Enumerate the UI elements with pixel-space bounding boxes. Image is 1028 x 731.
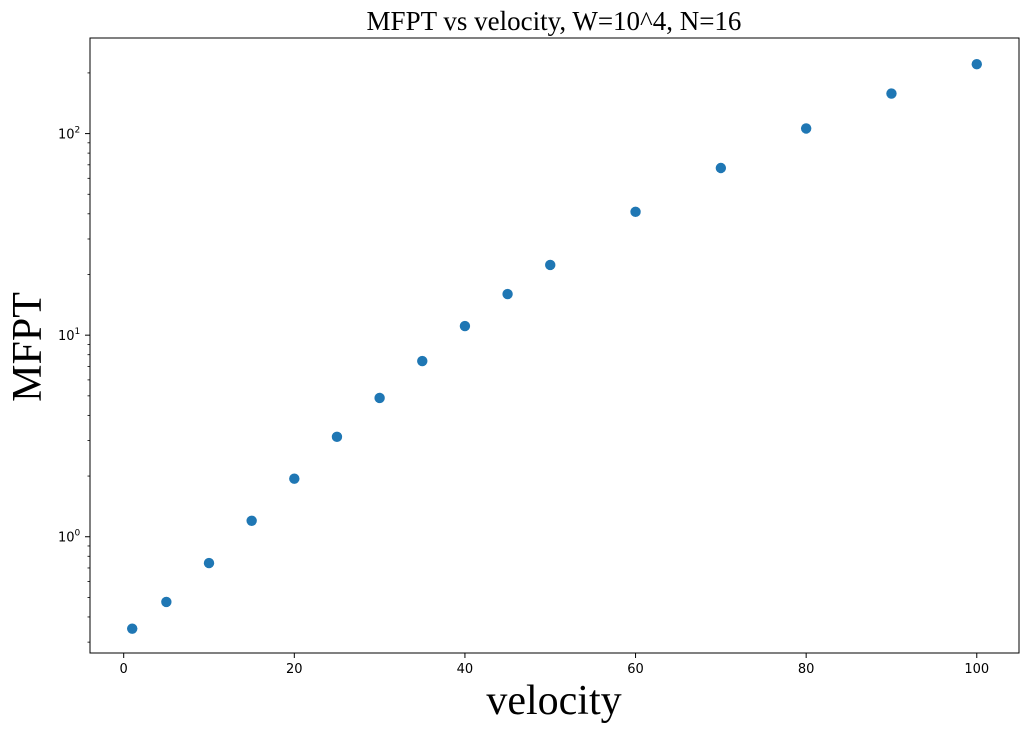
data-point <box>127 623 138 634</box>
x-tick-label: 80 <box>798 662 815 677</box>
x-axis-label: velocity <box>486 678 621 724</box>
data-point <box>502 288 513 300</box>
x-tick-label: 60 <box>627 662 644 677</box>
chart-title: MFPT vs velocity, W=10^4, N=16 <box>367 6 742 36</box>
x-tick-label: 0 <box>120 662 128 677</box>
y-tick-base: 10 <box>58 329 75 344</box>
data-point <box>331 431 343 443</box>
data-point <box>630 206 641 218</box>
data-point <box>715 162 727 174</box>
x-tick-label: 40 <box>457 662 474 677</box>
x-axis: 0 20 40 60 80 100 <box>120 653 989 677</box>
y-tick-exponent: 1 <box>75 327 81 337</box>
data-point <box>545 259 556 271</box>
data-point <box>800 123 812 134</box>
y-axis-label: MFPT <box>5 292 51 402</box>
y-tick-label: 101 <box>58 327 80 344</box>
x-tick-label: 100 <box>964 662 989 677</box>
data-point <box>886 88 897 99</box>
data-point <box>459 320 471 332</box>
data-points <box>127 58 982 634</box>
data-point <box>971 58 982 70</box>
data-point <box>161 596 172 608</box>
y-tick-exponent: 2 <box>75 126 81 136</box>
x-tick-label: 20 <box>286 662 303 677</box>
data-point <box>203 557 215 569</box>
data-point <box>289 473 300 484</box>
y-tick-label: 100 <box>58 529 81 546</box>
data-point <box>417 355 428 367</box>
data-point <box>374 392 385 404</box>
plot-frame <box>89 37 1020 654</box>
y-tick-label: 102 <box>58 126 80 143</box>
y-tick-base: 10 <box>58 128 75 143</box>
y-tick-base: 10 <box>58 531 75 546</box>
y-tick-exponent: 0 <box>75 529 81 539</box>
data-point <box>246 515 257 526</box>
